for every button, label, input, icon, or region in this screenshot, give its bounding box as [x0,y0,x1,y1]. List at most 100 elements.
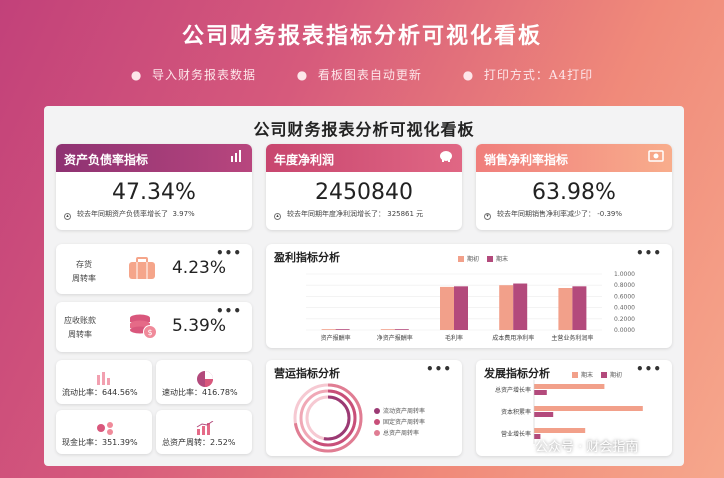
money-icon [648,150,664,166]
kpi-title: 资产负债率指标 [64,153,149,167]
card-inventory-turnover[interactable]: ••• 存货 周转率 4.23% [56,244,252,294]
legend-dot [374,430,380,436]
ratio-text: 现金比率：351.39% [62,438,138,447]
more-menu-icon[interactable]: ••• [215,246,242,260]
profit-chart-title: 盈利指标分析 [274,251,340,264]
dev-chart-card[interactable]: 发展指标分析 ••• 期末 期初 总资产增长率 资本积累率营业增长率 [476,360,672,456]
x-tick-label: 资产报酬率 [321,334,351,342]
svg-text:$: $ [147,328,152,337]
dots-icon [96,420,116,439]
dev-chart-title: 发展指标分析 [484,367,550,380]
donut-arc-current [305,395,351,441]
y-tick-label: 0.2000 [614,316,635,323]
kpi-header: 资产负债率指标 [56,144,252,172]
bar-opening [558,288,573,330]
more-menu-icon[interactable]: ••• [215,304,242,318]
card-value: 5.39% [171,316,226,336]
pie-icon [196,370,214,392]
bullet-import: ● 导入财务报表数据 [130,68,256,82]
bar-closing [394,329,409,330]
y-tick-label: 1.0000 [614,271,635,278]
bar-closing [454,286,468,330]
card-cash-ratio[interactable]: 现金比率：351.39% [56,410,152,454]
kpi-note: ▾ 较去年同期销售净利率减少了： -0.39% [476,209,672,220]
dashboard-board: 公司财务报表分析可视化看板 资产负债率指标 47.34% ▴ 较去年同期资产负债率… [44,106,684,466]
trend-icon [196,420,214,439]
ops-chart-title: 营运指标分析 [274,367,340,380]
legend-swatch-closing [572,372,578,378]
legend-swatch-closing [486,256,493,262]
bar-opening [440,286,454,330]
x-tick-label: 毛利率 [445,334,463,342]
bullet-auto-update: ● 看板图表自动更新 [296,68,422,82]
kpi-note: ▴ 较去年同期年度净利润增长了： 325861 元 [266,209,462,220]
more-menu-icon[interactable]: ••• [635,362,662,376]
kpi-card-sales-margin[interactable]: 销售净利率指标 63.98% ▾ 较去年同期销售净利率减少了： -0.39% [476,144,672,230]
kpi-card-debt-ratio[interactable]: 资产负债率指标 47.34% ▴ 较去年同期资产负债率增长了 3.97% [56,144,252,230]
bar-opening [534,390,547,395]
bar-closing [513,283,528,330]
board-title: 公司财务报表分析可视化看板 [253,120,475,139]
bars-icon [96,370,114,389]
y-tick-label: 0.8000 [614,282,635,289]
kpi-title: 年度净利润 [274,153,335,167]
kpi-title: 销售净利率指标 [484,153,569,167]
y-category-label: 营业增长率 [501,430,531,438]
bar-chart-icon [230,150,244,166]
legend-dot [374,419,380,425]
card-label: 应收账款 周转率 [64,316,96,339]
bar-closing [534,384,605,389]
profit-chart-card[interactable]: 盈利指标分析 ••• 期初 期末 1.0000 0.8000 0.6000 0.400… [266,244,672,348]
up-icon: ▴ [274,213,281,220]
up-icon: ▴ [64,213,71,220]
y-category-label: 总资产增长率 [495,386,531,394]
profit-bar-chart: 1.0000 0.8000 0.6000 0.4000 0.2000 0.0000 资产报酬… [306,271,635,342]
bullet-print: ● 打印方式：A4打印 [462,68,594,82]
donut-arc-total [293,383,363,453]
bar-closing [534,428,586,433]
bar-closing [335,329,350,330]
banner-title: 公司财务报表指标分析可视化看板 [181,23,542,49]
bar-opening [534,412,554,417]
bar-opening [499,285,514,330]
bar-opening [380,329,395,330]
x-tick-label: 成本费用净利率 [492,334,534,342]
briefcase-icon [128,256,156,284]
card-value: 4.23% [171,258,226,278]
kpi-note: ▴ 较去年同期资产负债率增长了 3.97% [56,209,252,220]
card-asset-turnover[interactable]: 总资产周转：2.52% [156,410,252,454]
kpi-value: 63.98% [532,180,616,205]
card-receivable-turnover[interactable]: ••• 应收账款 周转率 $ 5.39% [56,302,252,352]
kpi-value: 47.34% [112,180,196,205]
ops-chart-card[interactable]: 营运指标分析 ••• 流动资产周转率 固定资产周转率 总资产周转率 [266,360,462,456]
x-tick-label: 净资产报酬率 [377,334,413,342]
card-current-ratio[interactable]: 流动比率：644.56% [56,360,152,404]
bar-closing [534,406,643,411]
wechat-icon [512,439,530,453]
donut-arc-fixed [299,389,357,447]
ops-chart-legend: 流动资产周转率 固定资产周转率 总资产周转率 [374,406,425,439]
watermark: 公众号 · 财会指南 [512,436,708,462]
more-menu-icon[interactable]: ••• [635,246,662,260]
y-tick-label: 0.6000 [614,293,635,300]
coins-icon: $ [128,312,158,344]
legend-swatch-opening [600,372,607,378]
legend-swatch-opening [458,256,464,262]
more-menu-icon[interactable]: ••• [425,362,452,376]
kpi-value: 2450840 [315,180,413,205]
banner-subtitle: ● 导入财务报表数据 ● 看板图表自动更新 ● 打印方式：A4打印 [0,66,724,83]
down-icon: ▾ [484,213,491,220]
y-tick-label: 0.4000 [614,305,635,312]
x-tick-label: 主营业务利润率 [551,334,593,342]
y-tick-label: 0.0000 [614,327,635,334]
y-category-label: 资本积累率 [501,408,531,416]
bar-opening [321,329,336,330]
bar-opening [534,434,541,439]
card-label: 存货 周转率 [72,260,96,283]
dev-chart-legend: 期末 期初 [566,370,622,379]
card-quick-ratio[interactable]: 速动比率：416.78% [156,360,252,404]
ops-donut-chart [293,383,363,453]
ratio-text: 流动比率：644.56% [62,388,138,397]
kpi-card-net-profit[interactable]: 年度净利润 2450840 ▴ 较去年同期年度净利润增长了： 325861 元 [266,144,462,230]
